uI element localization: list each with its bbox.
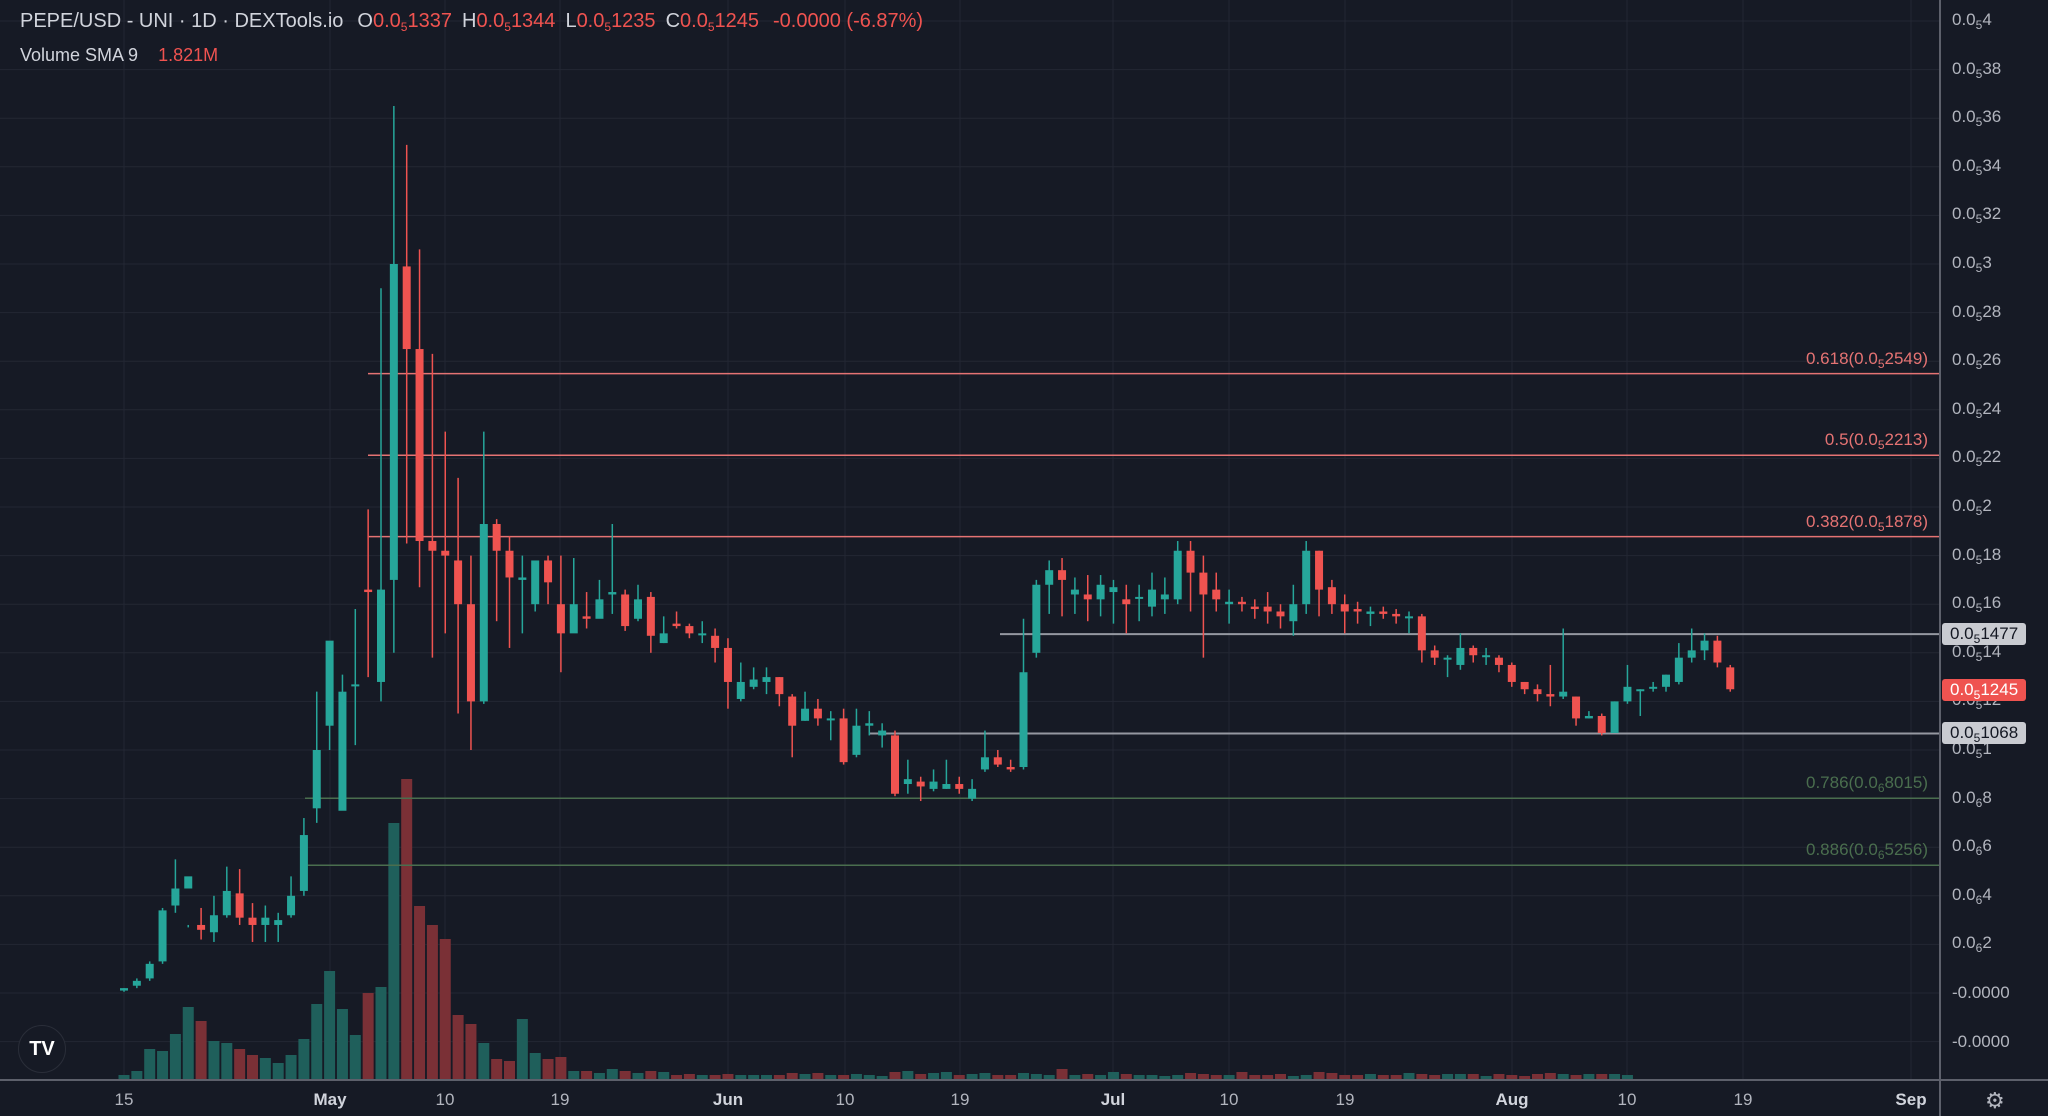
candlesticks xyxy=(120,106,1735,992)
price-axis-label: 0.053 xyxy=(1952,253,1992,275)
time-axis-label: Jul xyxy=(1100,1090,1126,1109)
price-axis-label: 0.0528 xyxy=(1952,301,2002,324)
fibonacci-levels xyxy=(305,372,1940,867)
price-axis-label: 0.062 xyxy=(1952,933,1992,956)
time-axis-label: 19 xyxy=(550,1090,570,1109)
price-tag: 0.051068 xyxy=(1942,722,2027,745)
time-axis-label: 19 xyxy=(1733,1090,1753,1109)
time-axis-label: Sep xyxy=(1895,1090,1927,1109)
ohlc-h: H0.051344 xyxy=(461,10,556,34)
price-axis-label: 0.066 xyxy=(1952,836,1992,859)
time-axis-label: May xyxy=(313,1090,347,1109)
time-axis-label: Jun xyxy=(712,1090,744,1109)
ohlc-o: O0.051337 xyxy=(357,10,452,34)
time-axis-label: 19 xyxy=(1335,1090,1355,1109)
price-axis-label: 0.0522 xyxy=(1952,447,2002,470)
price-axis-label: 0.0538 xyxy=(1952,58,2002,81)
time-axis-label: 19 xyxy=(950,1090,970,1109)
volume-value: 1.821M xyxy=(158,45,219,65)
volume-legend: Volume SMA 9 1.821M xyxy=(20,45,218,66)
price-axis-label: 0.0526 xyxy=(1952,350,2002,373)
tradingview-logo-icon[interactable]: TV xyxy=(18,1025,66,1073)
volume-label[interactable]: Volume SMA 9 xyxy=(20,45,139,65)
ohlc-l: L0.051235 xyxy=(565,10,656,34)
volume-bars xyxy=(118,779,1633,1079)
time-axis-label: 15 xyxy=(114,1090,134,1109)
symbol-title[interactable]: PEPE/USD - UNI · 1D · DEXTools.io xyxy=(20,10,344,32)
price-axis-label: 0.0534 xyxy=(1952,155,2002,178)
price-axis-label: 0.0524 xyxy=(1952,398,2002,421)
price-axis-label: 0.068 xyxy=(1952,787,1992,810)
horizontal-lines[interactable] xyxy=(870,633,1940,735)
price-axis-label: 0.0536 xyxy=(1952,107,2002,130)
time-axis-label: 10 xyxy=(1617,1090,1637,1109)
fib-level-label: 0.886(0.065256) xyxy=(1805,840,1928,863)
fib-level-label: 0.5(0.052213) xyxy=(1824,430,1928,453)
settings-gear-icon[interactable]: ⚙ xyxy=(1985,1088,2005,1113)
price-axis-label: 0.0514 xyxy=(1952,641,2002,664)
fib-level-label: 0.786(0.068015) xyxy=(1805,773,1928,796)
time-axis-label: 10 xyxy=(835,1090,855,1109)
time-axis-label: Aug xyxy=(1495,1090,1529,1109)
fib-level-label: 0.618(0.052549) xyxy=(1805,348,1928,371)
time-axis-label: 10 xyxy=(1219,1090,1239,1109)
price-tag: 0.051245 xyxy=(1942,679,2027,702)
price-axis-label: -0.0000 xyxy=(1952,983,2010,1002)
ohlc-values: O0.051337 H0.051344 L0.051235 C0.051245 xyxy=(357,10,759,34)
price-tag: 0.051477 xyxy=(1942,623,2027,646)
price-axis-label: 0.0516 xyxy=(1952,593,2002,616)
price-axis-label: 0.052 xyxy=(1952,496,1992,518)
ohlc-c: C0.051245 xyxy=(665,10,760,34)
price-axis-label: 0.064 xyxy=(1952,884,1992,907)
fib-level-label: 0.382(0.051878) xyxy=(1805,511,1928,534)
price-change: -0.0000 (-6.87%) xyxy=(773,10,924,32)
price-axis-label: 0.0518 xyxy=(1952,544,2002,567)
price-axis-label: -0.0000 xyxy=(1952,1031,2010,1051)
grid-lines xyxy=(0,0,1940,1080)
price-axis-label: 0.054 xyxy=(1952,10,1992,32)
time-axis-label: 10 xyxy=(435,1090,455,1109)
chart-legend: PEPE/USD - UNI · 1D · DEXTools.io O0.051… xyxy=(20,10,923,34)
price-axis-label: 0.0532 xyxy=(1952,204,2002,227)
